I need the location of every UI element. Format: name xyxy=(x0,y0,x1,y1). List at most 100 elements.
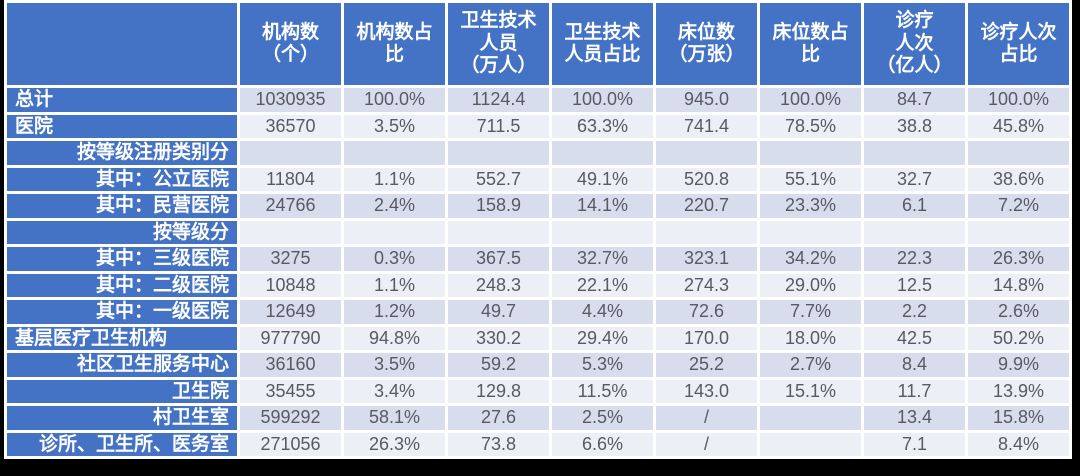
value-cell: 100.0% xyxy=(344,88,445,112)
value-cell: 38.8 xyxy=(864,114,965,138)
table-row: 社区卫生服务中心 36160 3.5% 59.2 5.3% 25.2 2.7% 8.4 9.9% xyxy=(7,353,1069,377)
value-cell: 45.8% xyxy=(968,114,1069,138)
value-cell: 10848 xyxy=(240,273,341,297)
value-cell: 599292 xyxy=(240,406,341,430)
table-row: 其中：二级医院 10848 1.1% 248.3 22.1% 274.3 29.0% 12.5… xyxy=(7,273,1069,297)
row-label: 基层医疗卫生机构 xyxy=(7,326,237,350)
row-label: 卫生院 xyxy=(7,379,237,403)
value-cell xyxy=(864,141,965,165)
value-cell xyxy=(760,406,861,430)
row-label: 其中：二级医院 xyxy=(7,273,237,297)
column-header-institutions: 机构数 （个） xyxy=(240,3,341,85)
value-cell: 94.8% xyxy=(344,326,445,350)
value-cell xyxy=(552,220,653,244)
value-cell xyxy=(760,432,861,456)
value-cell: 323.1 xyxy=(656,247,757,271)
value-cell: 158.9 xyxy=(448,194,549,218)
value-cell: 7.7% xyxy=(760,300,861,324)
value-cell: 977790 xyxy=(240,326,341,350)
column-header-health-personnel: 卫生技术 人员 （万人） xyxy=(448,3,549,85)
row-label: 按等级分 xyxy=(7,220,237,244)
value-cell: 2.5% xyxy=(552,406,653,430)
table-row: 按等级注册类别分 xyxy=(7,141,1069,165)
column-header-visits-share: 诊疗人次 占比 xyxy=(968,3,1069,85)
table-row: 医院 36570 3.5% 711.5 63.3% 741.4 78.5% 38.8 45.8% xyxy=(7,114,1069,138)
column-header-visits: 诊疗 人次 （亿人） xyxy=(864,3,965,85)
value-cell xyxy=(656,220,757,244)
table-row: 其中：一级医院 12649 1.2% 49.7 4.4% 72.6 7.7% 2.2 2.6% xyxy=(7,300,1069,324)
value-cell: 18.0% xyxy=(760,326,861,350)
value-cell: 220.7 xyxy=(656,194,757,218)
value-cell: 36160 xyxy=(240,353,341,377)
row-label: 其中：民营医院 xyxy=(7,194,237,218)
value-cell: / xyxy=(656,432,757,456)
row-label: 社区卫生服务中心 xyxy=(7,353,237,377)
column-header-institutions-share: 机构数占 比 xyxy=(344,3,445,85)
value-cell: 23.3% xyxy=(760,194,861,218)
table-row: 诊所、卫生所、医务室 271056 26.3% 73.8 6.6%/ 7.1 8.4% xyxy=(7,432,1069,456)
value-cell: 84.7 xyxy=(864,88,965,112)
table-row: 卫生院 35455 3.4% 129.8 11.5% 143.0 15.1% 11.7 13.9… xyxy=(7,379,1069,403)
value-cell: 26.3% xyxy=(968,247,1069,271)
table-row: 基层医疗卫生机构 977790 94.8% 330.2 29.4% 170.0 18.0% 4… xyxy=(7,326,1069,350)
value-cell: 248.3 xyxy=(448,273,549,297)
table-header: 机构数 （个） 机构数占 比 卫生技术 人员 （万人） 卫生技术 人员占比 床位… xyxy=(7,3,1069,85)
value-cell: 25.2 xyxy=(656,353,757,377)
value-cell xyxy=(344,220,445,244)
row-label: 诊所、卫生所、医务室 xyxy=(7,432,237,456)
value-cell: 100.0% xyxy=(968,88,1069,112)
value-cell: 63.3% xyxy=(552,114,653,138)
row-label: 按等级注册类别分 xyxy=(7,141,237,165)
value-cell: 2.6% xyxy=(968,300,1069,324)
value-cell: 50.2% xyxy=(968,326,1069,350)
table-row: 其中：公立医院 11804 1.1% 552.7 49.1% 520.8 55.1% 32.7… xyxy=(7,167,1069,191)
value-cell: 78.5% xyxy=(760,114,861,138)
value-cell xyxy=(864,220,965,244)
row-label: 医院 xyxy=(7,114,237,138)
value-cell: 22.1% xyxy=(552,273,653,297)
value-cell: 11.5% xyxy=(552,379,653,403)
value-cell: 100.0% xyxy=(760,88,861,112)
value-cell: 1124.4 xyxy=(448,88,549,112)
table-row: 其中：三级医院 3275 0.3% 367.5 32.7% 323.1 34.2% 22.3 2… xyxy=(7,247,1069,271)
value-cell: 13.9% xyxy=(968,379,1069,403)
value-cell xyxy=(968,220,1069,244)
value-cell xyxy=(240,220,341,244)
value-cell: 100.0% xyxy=(552,88,653,112)
value-cell: 274.3 xyxy=(656,273,757,297)
value-cell: 11.7 xyxy=(864,379,965,403)
column-header-beds-share: 床位数占 比 xyxy=(760,3,861,85)
health-institutions-table: 机构数 （个） 机构数占 比 卫生技术 人员 （万人） 卫生技术 人员占比 床位… xyxy=(4,0,1072,459)
value-cell: 29.0% xyxy=(760,273,861,297)
table-row: 村卫生室 599292 58.1% 27.6 2.5%/ 13.4 15.8% xyxy=(7,406,1069,430)
row-label: 村卫生室 xyxy=(7,406,237,430)
value-cell: 711.5 xyxy=(448,114,549,138)
value-cell xyxy=(448,220,549,244)
row-label: 其中：一级医院 xyxy=(7,300,237,324)
value-cell xyxy=(240,141,341,165)
table-row: 总计 1030935 100.0% 1124.4 100.0% 945.0 100.0% 84… xyxy=(7,88,1069,112)
row-label: 总计 xyxy=(7,88,237,112)
value-cell: 72.6 xyxy=(656,300,757,324)
value-cell: 14.1% xyxy=(552,194,653,218)
value-cell: 22.3 xyxy=(864,247,965,271)
column-header-health-personnel-share: 卫生技术 人员占比 xyxy=(552,3,653,85)
value-cell: 11804 xyxy=(240,167,341,191)
value-cell xyxy=(656,141,757,165)
value-cell: 2.7% xyxy=(760,353,861,377)
value-cell: 13.4 xyxy=(864,406,965,430)
value-cell: 38.6% xyxy=(968,167,1069,191)
value-cell xyxy=(448,141,549,165)
value-cell: 945.0 xyxy=(656,88,757,112)
row-label: 其中：三级医院 xyxy=(7,247,237,271)
value-cell: 36570 xyxy=(240,114,341,138)
value-cell: 129.8 xyxy=(448,379,549,403)
value-cell: 2.4% xyxy=(344,194,445,218)
value-cell: 741.4 xyxy=(656,114,757,138)
value-cell: 7.2% xyxy=(968,194,1069,218)
value-cell: 367.5 xyxy=(448,247,549,271)
value-cell: 4.4% xyxy=(552,300,653,324)
value-cell: 15.1% xyxy=(760,379,861,403)
value-cell: 24766 xyxy=(240,194,341,218)
